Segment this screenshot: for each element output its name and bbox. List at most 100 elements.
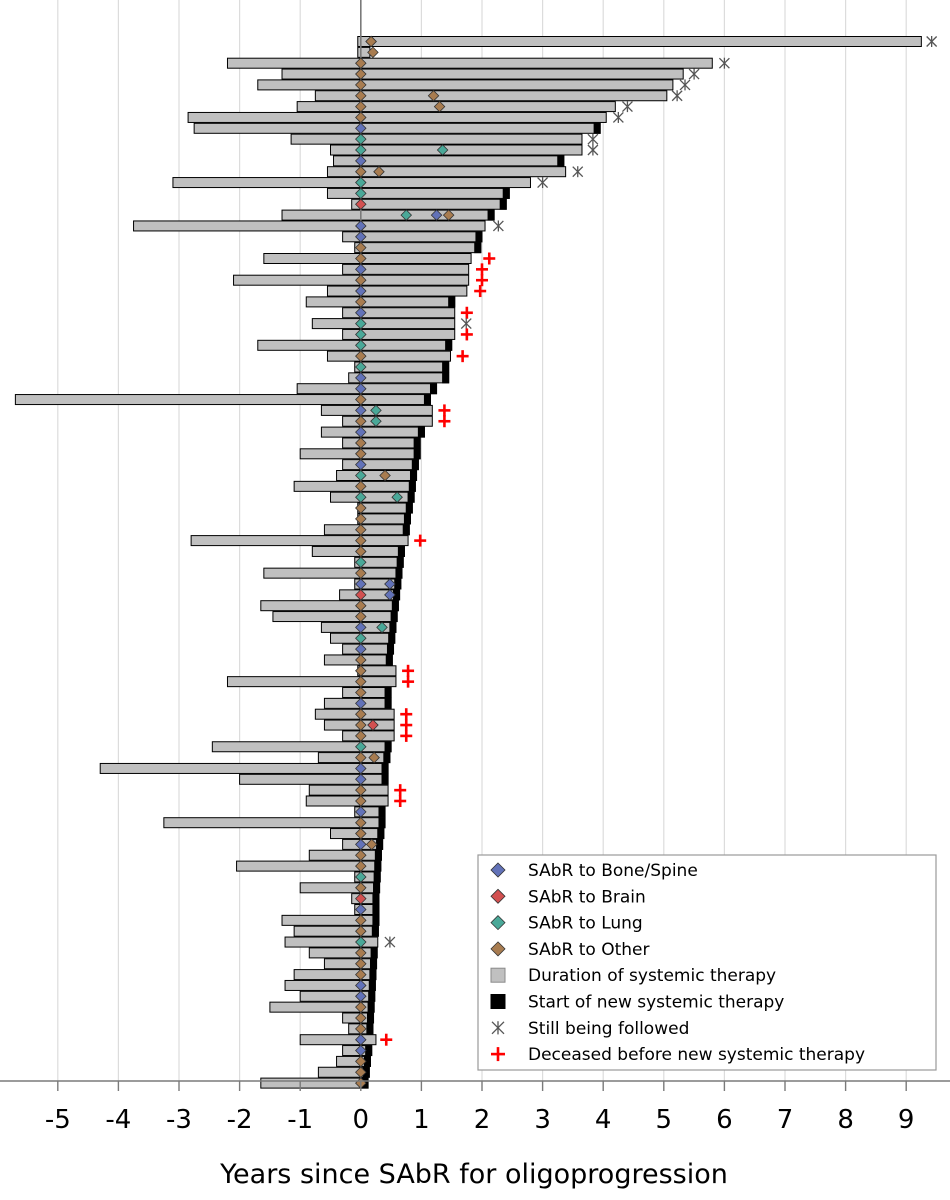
legend-duration-square-icon (490, 967, 506, 983)
x-tick-label: 0 (353, 1105, 370, 1135)
x-tick-label: -2 (227, 1105, 253, 1135)
legend-item-duration: Duration of systemic therapy (490, 966, 776, 986)
new-therapy-marker (396, 556, 404, 568)
x-tick-label: -3 (166, 1105, 192, 1135)
new-therapy-marker (370, 947, 378, 959)
therapy-bar (257, 79, 674, 91)
therapy-bar (296, 383, 438, 395)
therapy-bar (342, 437, 421, 449)
sabr-brain-marker (367, 719, 379, 731)
sabr-other-marker (379, 469, 391, 482)
new-therapy-marker (475, 231, 483, 243)
new-therapy-marker (429, 383, 438, 395)
legend-label: Duration of systemic therapy (528, 966, 776, 986)
sabr-lung-marker (391, 491, 403, 503)
deceased-marker (402, 675, 415, 688)
therapy-bar (305, 296, 456, 308)
therapy-bar (342, 328, 456, 340)
new-therapy-marker (369, 958, 378, 970)
therapy-bar (257, 339, 453, 351)
deceased-marker (414, 534, 427, 547)
deceased-marker (402, 664, 415, 677)
legend-other-diamond-icon (490, 941, 506, 957)
therapy-bar (284, 936, 379, 948)
therapy-bar (354, 242, 482, 254)
new-therapy-marker (369, 969, 377, 981)
sabr-lung-marker (436, 144, 449, 156)
sabr-other-marker (442, 209, 455, 221)
deceased-marker (394, 784, 407, 797)
therapy-bar (272, 611, 398, 623)
therapy-bar (330, 144, 583, 156)
therapy-bar (163, 817, 386, 829)
legend-lung-diamond-icon (490, 915, 506, 931)
sabr-other-marker (427, 89, 440, 102)
legend-label: SAbR to Lung (528, 914, 643, 934)
new-therapy-marker (417, 426, 425, 438)
therapy-bar (172, 177, 531, 189)
legend-item-lung: SAbR to Lung (490, 914, 643, 934)
sabr-lung-marker (376, 621, 388, 634)
x-tick-label: -5 (45, 1105, 71, 1135)
still-followed-marker (572, 166, 584, 178)
deceased-marker (460, 306, 473, 319)
therapy-bar (233, 274, 470, 286)
new-therapy-marker (557, 155, 565, 167)
x-tick-label: 9 (898, 1105, 915, 1135)
sabr-bone-marker (430, 209, 443, 221)
new-therapy-marker (395, 567, 403, 579)
therapy-bar (354, 361, 450, 373)
deceased-marker (476, 263, 488, 276)
legend-plus-icon (491, 1047, 505, 1062)
therapy-bar (342, 307, 456, 319)
new-therapy-marker (408, 480, 416, 492)
new-therapy-marker (366, 1023, 374, 1035)
new-therapy-marker (373, 871, 381, 883)
new-therapy-marker (368, 979, 376, 991)
sabr-other-marker (368, 751, 380, 764)
legend-label: Start of new systemic therapy (528, 993, 784, 1013)
still-followed-marker (688, 68, 700, 80)
deceased-marker (456, 350, 469, 363)
legend-label: SAbR to Bone/Spine (528, 861, 698, 881)
new-therapy-marker (371, 925, 379, 937)
therapy-bar (299, 1034, 377, 1046)
therapy-bar (326, 187, 510, 199)
new-therapy-marker (499, 198, 507, 210)
legend-label: Deceased before new systemic therapy (528, 1045, 865, 1065)
still-followed-marker (492, 220, 504, 232)
therapy-bar (187, 111, 607, 123)
new-therapy-marker (402, 524, 410, 536)
still-followed-marker (537, 177, 549, 189)
therapy-bar (263, 253, 472, 264)
still-followed-marker (926, 36, 938, 47)
sabr-other-marker (433, 100, 446, 113)
new-therapy-marker (390, 611, 398, 623)
therapy-bar (263, 567, 403, 579)
new-therapy-marker (445, 339, 453, 351)
therapy-bar (326, 285, 468, 297)
x-tick-label: 1 (413, 1105, 430, 1135)
deceased-marker (438, 415, 451, 428)
new-therapy-marker (367, 1001, 375, 1013)
therapy-bar (323, 958, 378, 970)
sabr-brain-marker (355, 198, 367, 211)
new-therapy-marker (423, 394, 431, 406)
new-therapy-marker (389, 621, 397, 633)
deceased-marker (400, 719, 413, 732)
legend-label: SAbR to Brain (528, 887, 646, 907)
therapy-bar (308, 849, 382, 861)
new-therapy-marker (384, 741, 392, 753)
therapy-bar (293, 480, 416, 492)
sabr-other-marker (365, 838, 378, 851)
new-therapy-marker (381, 762, 389, 774)
legend-item-brain: SAbR to Brain (490, 887, 646, 907)
new-therapy-marker (448, 296, 456, 308)
new-therapy-marker (381, 773, 389, 785)
x-tick-label: -4 (105, 1105, 131, 1135)
sabr-lung-marker (370, 415, 382, 428)
new-therapy-marker (385, 654, 393, 666)
therapy-bar (342, 415, 433, 427)
new-therapy-marker (366, 1012, 375, 1024)
therapy-bar (281, 209, 495, 221)
